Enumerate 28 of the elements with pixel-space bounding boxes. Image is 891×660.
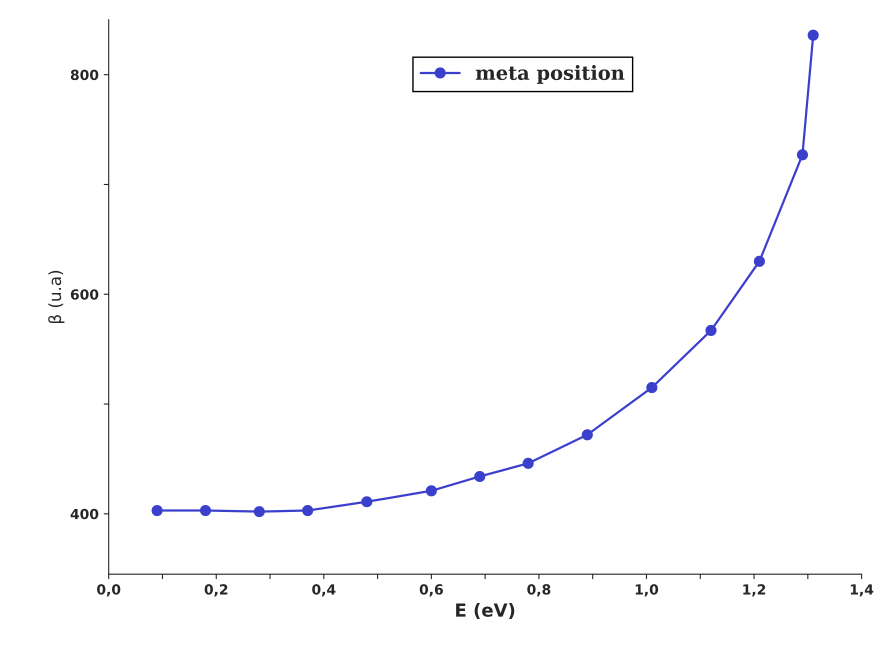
legend-label: meta position	[476, 65, 624, 84]
point	[705, 324, 717, 336]
x-tick-label: 0,0	[97, 584, 120, 596]
y-tick-label: 400	[70, 508, 98, 520]
x-tick-label: 0,2	[204, 584, 228, 596]
point	[796, 149, 808, 160]
point	[522, 458, 534, 469]
x-tick-label: 0,6	[420, 584, 443, 596]
y-tick-label: 600	[70, 289, 98, 300]
point	[254, 506, 265, 518]
point	[474, 470, 486, 482]
point	[361, 496, 372, 508]
x-tick-label: 1,4	[850, 584, 874, 596]
point	[200, 504, 212, 516]
point	[646, 382, 658, 394]
point	[808, 30, 819, 41]
point	[152, 504, 163, 516]
y-axis-title: β (u.a)	[48, 270, 64, 323]
x-tick-label: 0,8	[527, 584, 550, 596]
x-tick-label: 1,2	[743, 584, 766, 596]
point	[426, 485, 437, 496]
x-axis-title: E (eV)	[456, 602, 514, 620]
point	[754, 256, 765, 267]
x-tick-label: 0,4	[312, 584, 336, 596]
y-tick-label: 800	[70, 70, 98, 80]
point	[302, 504, 314, 516]
x-tick-label: 1,0	[636, 584, 658, 596]
point	[582, 429, 593, 440]
